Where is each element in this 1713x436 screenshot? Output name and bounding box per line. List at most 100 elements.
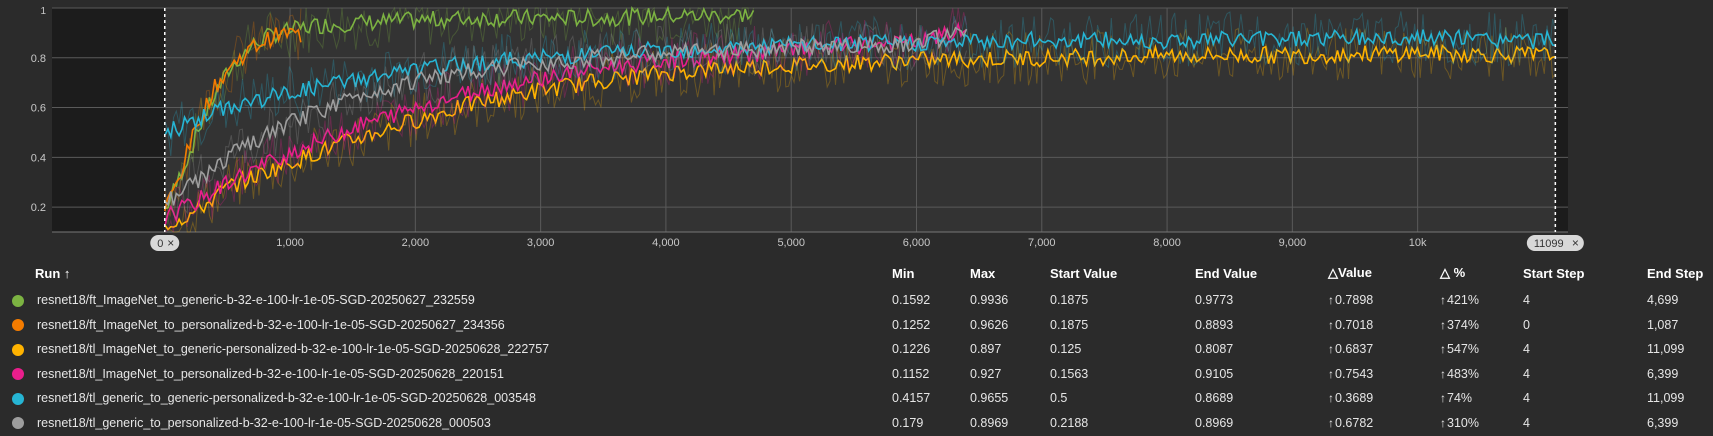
delta-value: ↑0.3689	[1328, 386, 1440, 411]
start-step: 4	[1523, 391, 1530, 406]
delta-icon: △	[1440, 265, 1450, 280]
min-value: 0.179	[892, 415, 924, 430]
start-step: 4	[1523, 415, 1530, 430]
sort-arrow-icon: ↑	[63, 265, 71, 281]
delta-value-text: 0.6782	[1335, 415, 1374, 430]
run-color-dot	[11, 343, 24, 356]
start-value: 0.1563	[1050, 366, 1089, 381]
x-tick-label: 6,000	[903, 237, 931, 249]
y-tick-label: 0.6	[31, 103, 46, 115]
up-arrow-icon: ↑	[1440, 391, 1446, 406]
header-start-step[interactable]: Start Step	[1523, 265, 1585, 281]
delta-value-text: 0.3689	[1335, 391, 1374, 406]
table-header-row: Run ↑ Min Max Start Value End Value △Val…	[0, 258, 1713, 288]
delta-pct-text: 421%	[1447, 293, 1479, 308]
x-tick-label: 9,000	[1279, 237, 1307, 249]
end-value: 0.8969	[1195, 415, 1234, 430]
range-shade-right	[1555, 8, 1568, 232]
series-line	[164, 27, 302, 212]
x-tick-label: 5,000	[777, 237, 805, 249]
run-name: resnet18/tl_ImageNet_to_personalized-b-3…	[37, 366, 504, 381]
runs-table: Run ↑ Min Max Start Value End Value △Val…	[0, 258, 1713, 435]
chart-svg: 0.2 0.4 0.6 0.8 1 1,000 2,000 3,000 4,000 5,000 6,…	[31, 5, 1584, 251]
header-min[interactable]: Min	[892, 265, 915, 281]
series-raw-line	[164, 8, 302, 218]
header-delta-value[interactable]: △Value	[1328, 258, 1440, 288]
x-tick-label: 4,000	[652, 237, 680, 249]
run-color-cell	[0, 362, 35, 387]
delta-value-text: 0.6837	[1335, 342, 1374, 357]
end-step: 11,099	[1647, 342, 1685, 357]
up-arrow-icon: ↑	[1440, 366, 1446, 381]
start-value: 0.1875	[1050, 317, 1089, 332]
run-color-cell	[0, 288, 35, 313]
range-start-chip[interactable]	[150, 235, 180, 251]
y-tick-label: 0.2	[31, 202, 46, 214]
y-tick-label: 0.4	[31, 152, 46, 164]
delta-pct-text: 483%	[1447, 366, 1479, 381]
min-value: 0.1252	[892, 317, 931, 332]
delta-value-text: 0.7898	[1335, 293, 1374, 308]
close-icon[interactable]: ×	[1572, 236, 1579, 250]
end-value: 0.9105	[1195, 366, 1234, 381]
run-name: resnet18/ft_ImageNet_to_generic-b-32-e-1…	[37, 293, 475, 308]
run-name: resnet18/tl_ImageNet_to_generic-personal…	[37, 342, 550, 357]
header-start-value[interactable]: Start Value	[1050, 265, 1118, 281]
chart: 0.2 0.4 0.6 0.8 1 1,000 2,000 3,000 4,000 5,000 6,…	[31, 5, 1584, 251]
start-step: 4	[1523, 293, 1530, 308]
table-row[interactable]: resnet18/tl_generic_to_generic-personali…	[0, 386, 1713, 411]
min-value: 0.1592	[892, 293, 931, 308]
delta-pct-text: 310%	[1447, 415, 1479, 430]
range-start-chip-label: 0	[157, 238, 163, 250]
series-line	[164, 26, 1556, 141]
x-tick-label: 10k	[1409, 237, 1427, 249]
close-icon[interactable]: ×	[167, 236, 174, 250]
up-arrow-icon: ↑	[1440, 293, 1446, 308]
range-shade-left	[52, 8, 165, 232]
start-value: 0.125	[1050, 342, 1082, 357]
start-step: 0	[1523, 317, 1530, 332]
delta-pct-text: 74%	[1447, 391, 1473, 406]
table-row[interactable]: resnet18/tl_ImageNet_to_personalized-b-3…	[0, 362, 1713, 387]
max-value: 0.9936	[970, 293, 1009, 308]
table-row[interactable]: resnet18/ft_ImageNet_to_generic-b-32-e-1…	[0, 288, 1713, 313]
delta-pct-text: 374%	[1447, 317, 1479, 332]
max-value: 0.8969	[970, 415, 1009, 430]
max-value: 0.9655	[970, 391, 1009, 406]
start-step: 4	[1523, 366, 1530, 381]
end-step: 1,087	[1647, 317, 1679, 332]
table-body: resnet18/ft_ImageNet_to_generic-b-32-e-1…	[0, 288, 1713, 435]
delta-pct-text: 547%	[1447, 342, 1479, 357]
header-max[interactable]: Max	[970, 265, 996, 281]
header-end-value[interactable]: End Value	[1195, 265, 1258, 281]
run-color-cell	[0, 337, 35, 362]
series-line	[165, 5, 755, 210]
run-color-cell	[0, 411, 35, 436]
header-end-step[interactable]: End Step	[1647, 265, 1704, 281]
delta-value: ↑0.6782	[1328, 411, 1440, 436]
run-color-cell	[0, 313, 35, 338]
series-line	[164, 26, 968, 207]
header-run-label: Run	[35, 265, 61, 281]
x-tick-label: 7,000	[1028, 237, 1056, 249]
up-arrow-icon: ↑	[1328, 415, 1334, 430]
delta-icon: △	[1328, 265, 1338, 280]
range-end-chip[interactable]	[1526, 235, 1584, 251]
end-step: 6,399	[1647, 366, 1679, 381]
end-step: 6,399	[1647, 415, 1679, 430]
header-run[interactable]: Run ↑	[35, 258, 892, 288]
table-row[interactable]: resnet18/ft_ImageNet_to_personalized-b-3…	[0, 313, 1713, 338]
up-arrow-icon: ↑	[1440, 415, 1446, 430]
series-line	[164, 43, 1556, 231]
table-row[interactable]: resnet18/tl_generic_to_personalized-b-32…	[0, 411, 1713, 436]
end-step: 11,099	[1647, 391, 1685, 406]
header-delta-pct[interactable]: △ %	[1440, 258, 1523, 288]
y-tick-label: 0.8	[31, 53, 46, 65]
header-color	[0, 258, 35, 288]
table-row[interactable]: resnet18/tl_ImageNet_to_generic-personal…	[0, 337, 1713, 362]
up-arrow-icon: ↑	[1440, 317, 1446, 332]
end-value: 0.8689	[1195, 391, 1234, 406]
run-color-dot	[11, 417, 24, 430]
end-value: 0.8087	[1195, 342, 1234, 357]
min-value: 0.4157	[892, 391, 931, 406]
